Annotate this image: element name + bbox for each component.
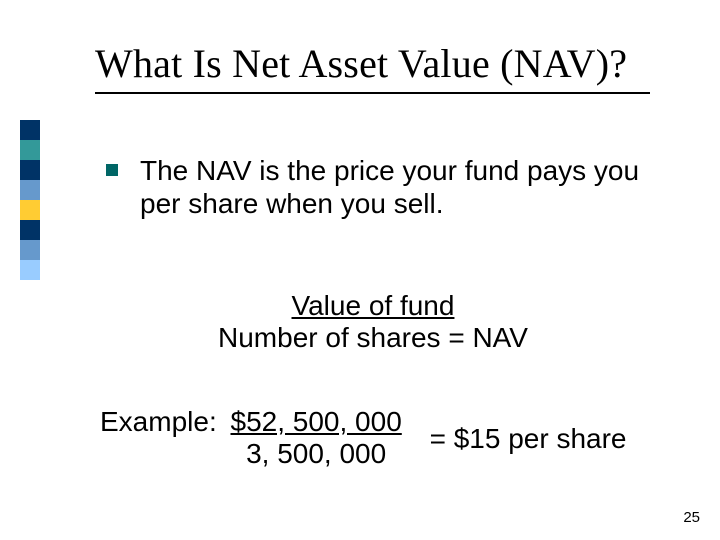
page-number: 25 <box>683 509 700 526</box>
formula-denominator: Number of shares <box>218 322 441 353</box>
example-fraction: $52, 500, 000 3, 500, 000 <box>231 406 402 470</box>
sidebar-square <box>20 140 40 160</box>
bullet-marker-icon <box>106 164 118 176</box>
example-numerator: $52, 500, 000 <box>231 406 402 438</box>
decorative-sidebar <box>0 120 40 280</box>
sidebar-square <box>20 180 40 200</box>
formula-row: Number of shares = NAV <box>218 322 528 354</box>
title-underline <box>95 92 650 94</box>
slide: What Is Net Asset Value (NAV)? The NAV i… <box>0 0 720 540</box>
formula-rhs: = NAV <box>441 322 528 353</box>
example-label: Example: <box>100 406 217 438</box>
sidebar-square <box>20 120 40 140</box>
bullet-item: The NAV is the price your fund pays you … <box>106 154 666 220</box>
sidebar-square <box>20 260 40 280</box>
sidebar-square <box>20 200 40 220</box>
slide-title: What Is Net Asset Value (NAV)? <box>95 40 627 87</box>
sidebar-square <box>20 160 40 180</box>
sidebar-square <box>20 240 40 260</box>
example-denominator: 3, 500, 000 <box>231 438 402 470</box>
example-rhs: = $15 per share <box>430 423 627 455</box>
nav-formula: Value of fund Number of shares = NAV <box>218 290 528 354</box>
sidebar-square <box>20 220 40 240</box>
bullet-text: The NAV is the price your fund pays you … <box>140 154 666 220</box>
formula-numerator: Value of fund <box>218 290 528 322</box>
example-block: Example: $52, 500, 000 3, 500, 000 = $15… <box>100 406 626 470</box>
